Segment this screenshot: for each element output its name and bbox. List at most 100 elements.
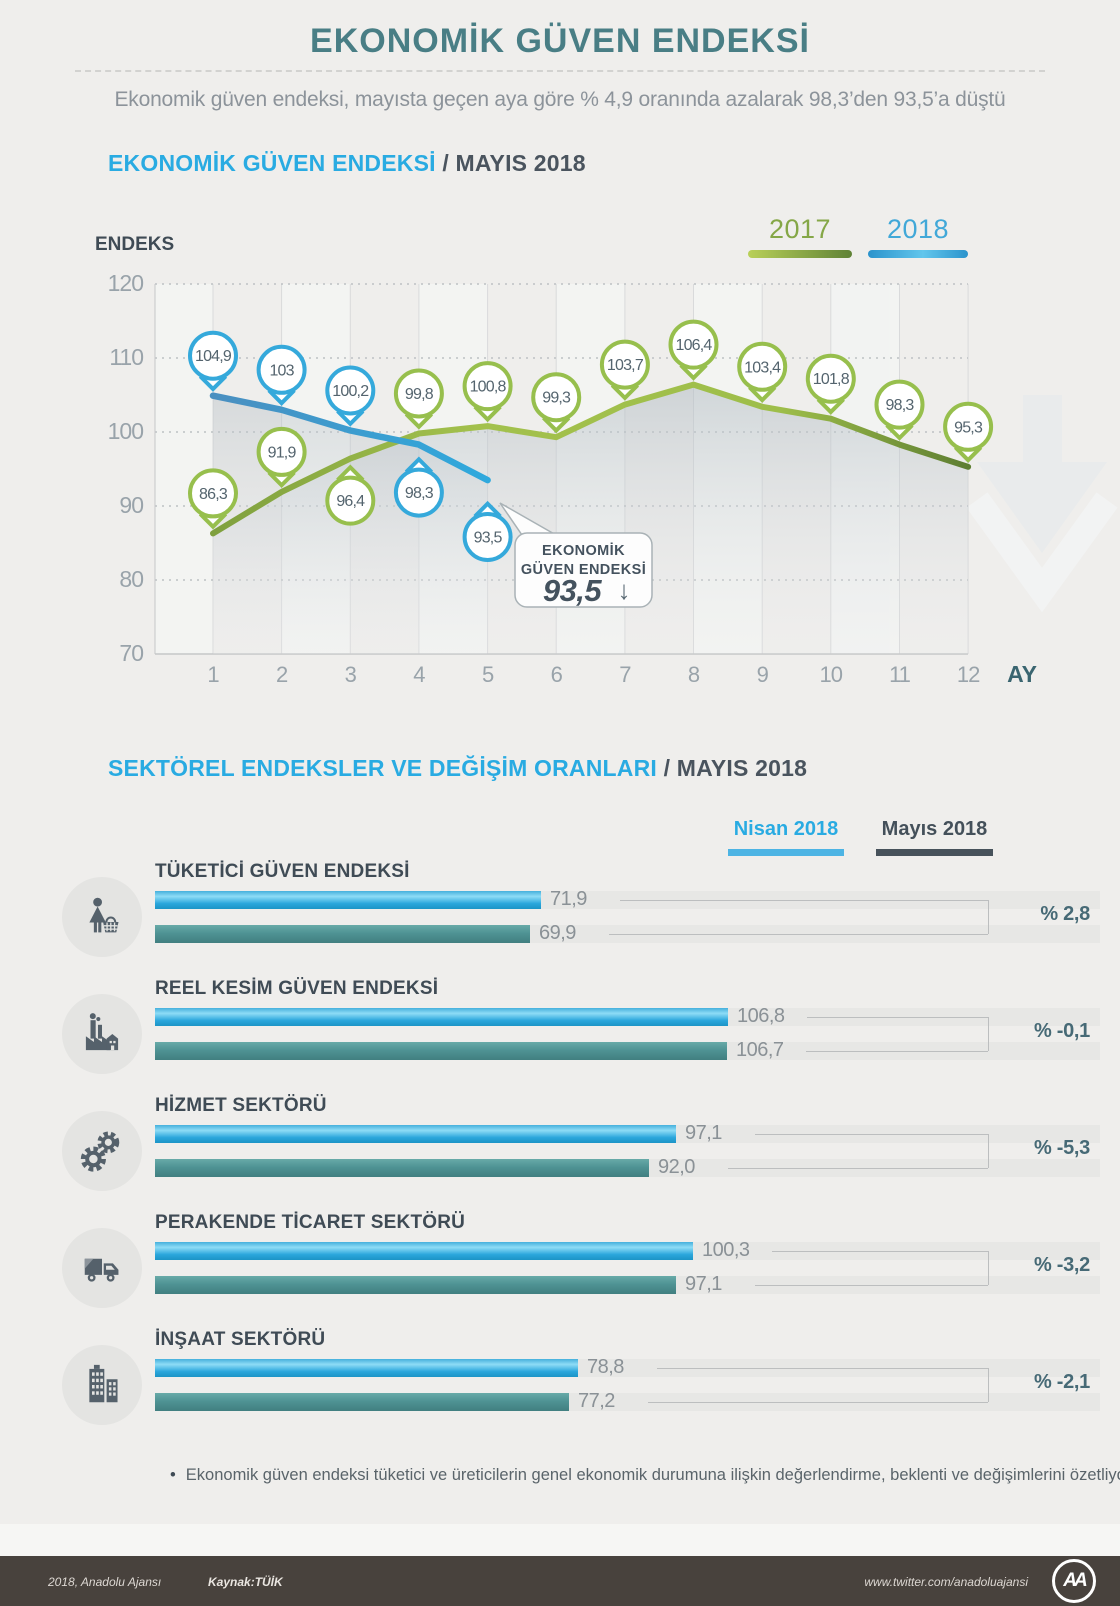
change-percentage: % -0,1 — [1033, 1020, 1090, 1042]
sector-row-retail: PERAKENDE TİCARET SEKTÖRÜ 100,3 97,1 % -… — [0, 1211, 1120, 1328]
svg-text:100,2: 100,2 — [332, 383, 369, 400]
bar-april — [155, 891, 541, 909]
svg-text:5: 5 — [482, 662, 494, 687]
svg-text:100,8: 100,8 — [470, 379, 507, 396]
legend-may-label: Mayıs 2018 — [881, 818, 988, 840]
legend-may-swatch — [876, 849, 993, 856]
title-divider — [75, 70, 1045, 72]
sector-row-label: REEL KESİM GÜVEN ENDEKSİ — [155, 978, 439, 999]
callout-line1: EKONOMİK — [542, 542, 625, 559]
svg-text:110: 110 — [109, 344, 143, 370]
connector-line — [657, 1368, 988, 1369]
svg-text:99,8: 99,8 — [405, 386, 434, 403]
connector-line — [755, 1134, 988, 1135]
legend-2018-label: 2018 — [886, 214, 950, 244]
bar-may-value: 97,1 — [685, 1273, 722, 1295]
bar-may-value: 92,0 — [658, 1156, 695, 1178]
construction-icon — [62, 1345, 142, 1425]
legend-2017: 2017 — [748, 214, 852, 258]
services-icon — [62, 1111, 142, 1191]
connector-line — [772, 1251, 988, 1252]
index-chart-title: EKONOMİK GÜVEN ENDEKSİ / MAYIS 2018 — [108, 150, 586, 177]
legend-2018: 2018 — [868, 214, 968, 258]
bottom-white-band — [0, 1524, 1120, 1556]
footer-bar: 2018, Anadolu Ajansı Kaynak:TÜİK www.twi… — [0, 1556, 1120, 1606]
bar-april-value: 78,8 — [587, 1356, 624, 1378]
x-axis-title: AY — [1007, 661, 1037, 687]
footnote-text: Ekonomik güven endeksi tüketici ve üreti… — [185, 1466, 1120, 1484]
legend-2018-swatch — [868, 250, 968, 258]
svg-text:4: 4 — [413, 662, 425, 687]
sector-row-label: TÜKETİCİ GÜVEN ENDEKSİ — [155, 861, 410, 882]
sector-row-construction: İNŞAAT SEKTÖRÜ 78,8 77,2 % -2,1 — [0, 1328, 1120, 1445]
svg-text:11: 11 — [889, 662, 911, 687]
industry-icon — [62, 994, 142, 1074]
svg-text:95,3: 95,3 — [954, 419, 983, 436]
svg-text:103,7: 103,7 — [607, 357, 644, 374]
sector-row-consumer: TÜKETİCİ GÜVEN ENDEKSİ 71,9 69,9 % 2,8 — [0, 860, 1120, 977]
bar-may — [155, 1393, 569, 1411]
bar-may — [155, 1159, 649, 1177]
bar-april — [155, 1125, 676, 1143]
svg-text:9: 9 — [757, 662, 769, 687]
svg-text:91,9: 91,9 — [268, 444, 297, 461]
callout-box: EKONOMİK GÜVEN ENDEKSİ 93,5 ↓ — [499, 502, 653, 608]
bar-april — [155, 1359, 578, 1377]
svg-text:12: 12 — [957, 662, 980, 687]
bar-may-value: 106,7 — [736, 1039, 784, 1061]
legend-april-label: Nisan 2018 — [733, 818, 839, 840]
svg-text:90: 90 — [119, 492, 143, 518]
y-axis-title: ENDEKS — [95, 234, 175, 255]
bar-may — [155, 925, 530, 943]
svg-text:106,4: 106,4 — [675, 337, 712, 354]
connector-line — [807, 1017, 988, 1018]
line-2017 — [210, 381, 972, 537]
svg-text:99,3: 99,3 — [542, 390, 571, 407]
retail-icon — [62, 1228, 142, 1308]
change-percentage: % -2,1 — [1033, 1371, 1090, 1393]
svg-text:100: 100 — [108, 418, 144, 444]
consumer-icon — [62, 877, 142, 957]
svg-text:101,8: 101,8 — [813, 371, 850, 388]
page-subtitle: Ekonomik güven endeksi, mayısta geçen ay… — [114, 88, 1006, 111]
sector-row-industry: REEL KESİM GÜVEN ENDEKSİ 106,8 106,7 % -… — [0, 977, 1120, 1094]
sector-row-label: HİZMET SEKTÖRÜ — [155, 1095, 327, 1116]
bar-april-value: 100,3 — [702, 1239, 750, 1261]
connector-bracket — [988, 1368, 989, 1402]
svg-text:93,5: 93,5 — [474, 530, 503, 547]
footer-twitter-url[interactable]: www.twitter.com/anadoluajansi — [864, 1575, 1028, 1589]
callout-line2: GÜVEN ENDEKSİ — [521, 561, 646, 578]
footer-copyright: 2018, Anadolu Ajansı — [48, 1575, 162, 1589]
bar-april — [155, 1242, 693, 1260]
bar-may — [155, 1276, 676, 1294]
bar-april-value: 97,1 — [685, 1122, 722, 1144]
svg-text:8: 8 — [688, 662, 700, 687]
change-percentage: % 2,8 — [1040, 903, 1090, 925]
svg-text:10: 10 — [820, 662, 843, 687]
svg-text:1: 1 — [207, 662, 219, 687]
svg-text:98,3: 98,3 — [405, 485, 434, 502]
sector-row-label: PERAKENDE TİCARET SEKTÖRÜ — [155, 1212, 466, 1233]
sector-title-suffix: / MAYIS 2018 — [663, 755, 808, 781]
callout-down-arrow-icon: ↓ — [618, 575, 631, 605]
footnote: • Ekonomik güven endeksi tüketici ve üret… — [170, 1466, 1120, 1485]
down-arrow-watermark — [966, 395, 1118, 613]
svg-text:6: 6 — [551, 662, 563, 687]
legend-2017-swatch — [748, 250, 852, 258]
connector-line — [728, 1168, 988, 1169]
connector-line — [609, 934, 988, 935]
svg-text:120: 120 — [108, 270, 144, 296]
footer-source: Kaynak:TÜİK — [208, 1575, 283, 1589]
svg-text:103: 103 — [269, 362, 294, 379]
bar-may — [155, 1042, 727, 1060]
legend-2017-label: 2017 — [768, 214, 832, 244]
svg-text:80: 80 — [119, 566, 143, 592]
svg-text:96,4: 96,4 — [336, 493, 365, 510]
y-tick-labels: 120 110 100 90 80 70 — [108, 270, 145, 666]
connector-bracket — [988, 1017, 989, 1051]
bullet-icon: • — [170, 1466, 176, 1484]
sector-title-main: SEKTÖREL ENDEKSLER VE DEĞİŞİM ORANLARI — [108, 755, 658, 781]
svg-text:86,3: 86,3 — [199, 486, 228, 503]
sector-row-services: HİZMET SEKTÖRÜ 97,1 92,0 % -5,3 — [0, 1094, 1120, 1211]
